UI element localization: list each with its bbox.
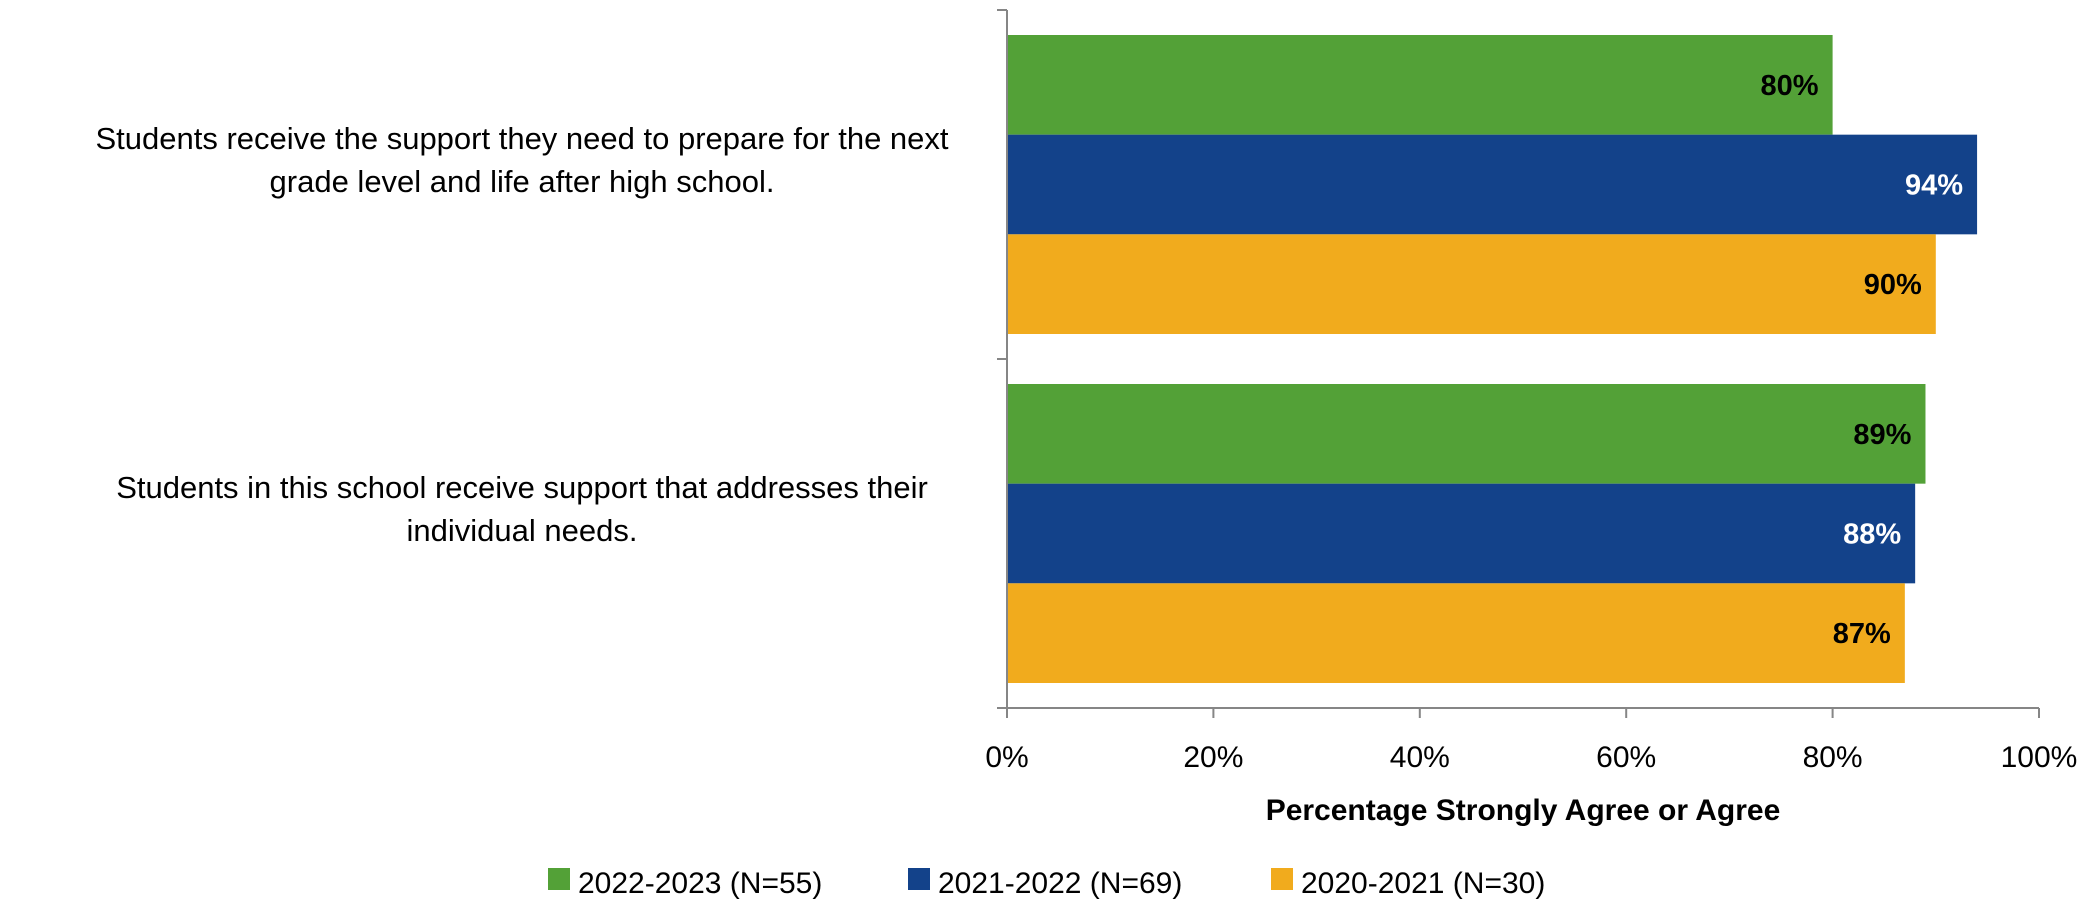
legend-swatch	[1271, 868, 1293, 890]
x-tick-label: 100%	[2001, 741, 2078, 774]
data-label: 87%	[1833, 618, 1891, 650]
bar-series3-cat2	[1007, 583, 1905, 683]
x-tick-label: 60%	[1596, 741, 1656, 774]
legend-swatch	[548, 868, 570, 890]
x-axis-title: Percentage Strongly Agree or Agree	[1266, 794, 1781, 827]
bar-series1-cat2	[1007, 384, 1926, 484]
data-label: 89%	[1853, 419, 1911, 451]
category-label: grade level and life after high school.	[270, 164, 775, 199]
data-label: 94%	[1905, 170, 1963, 202]
legend-entry: 2022-2023 (N=55)	[578, 867, 822, 900]
x-tick-label: 0%	[985, 741, 1028, 774]
category-label: Students receive the support they need t…	[95, 121, 948, 156]
data-label: 88%	[1843, 519, 1901, 551]
category-label: individual needs.	[407, 513, 638, 548]
x-tick-label: 20%	[1183, 741, 1243, 774]
x-tick-label: 40%	[1390, 741, 1450, 774]
x-tick-label: 80%	[1803, 741, 1863, 774]
bar-series2-cat2	[1007, 483, 1916, 584]
bar-series1-cat1	[1007, 35, 1833, 135]
category-label: Students in this school receive support …	[116, 470, 928, 505]
data-label: 90%	[1864, 269, 1922, 301]
bar-series2-cat1	[1007, 134, 1978, 235]
data-label: 80%	[1761, 70, 1819, 102]
legend-swatch	[908, 868, 930, 890]
bar-series3-cat1	[1007, 234, 1936, 334]
legend-entry: 2021-2022 (N=69)	[938, 867, 1182, 900]
legend-entry: 2020-2021 (N=30)	[1301, 867, 1545, 900]
